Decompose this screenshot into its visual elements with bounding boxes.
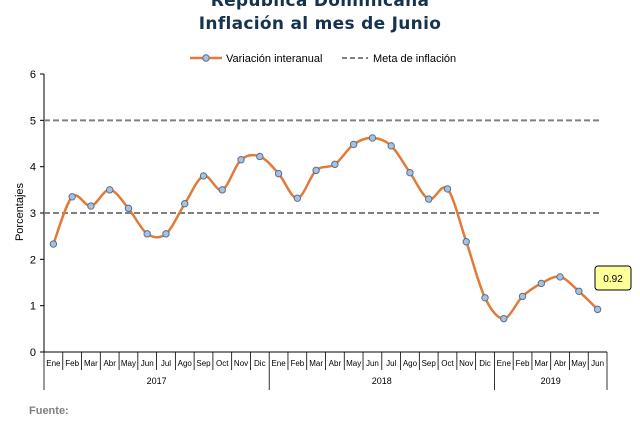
x-tick-label: Mar bbox=[534, 359, 548, 368]
legend-target-label: Meta de inflación bbox=[373, 53, 456, 65]
year-label: 2019 bbox=[541, 376, 561, 386]
source-label: Fuente: bbox=[29, 405, 69, 417]
data-point bbox=[124, 204, 133, 213]
y-tick-label: 0 bbox=[30, 347, 36, 359]
data-point bbox=[556, 273, 564, 281]
y-tick-label: 2 bbox=[30, 254, 36, 266]
data-point bbox=[462, 238, 470, 246]
year-label: 2018 bbox=[372, 376, 392, 386]
data-point bbox=[425, 195, 433, 203]
legend-series-label: Variación interanual bbox=[226, 53, 322, 65]
data-point bbox=[443, 185, 452, 193]
x-tick-label: Feb bbox=[290, 359, 304, 368]
data-point bbox=[500, 314, 508, 323]
legend: Variación interanual Meta de inflación bbox=[190, 53, 456, 65]
series-group bbox=[49, 134, 602, 323]
y-tick-label: 1 bbox=[30, 301, 36, 313]
y-axis: 0 1 2 3 4 5 6 bbox=[30, 69, 45, 359]
y-tick-label: 3 bbox=[30, 208, 36, 220]
data-point bbox=[237, 156, 245, 164]
x-tick-label: Sep bbox=[422, 359, 437, 368]
y-tick-label: 5 bbox=[30, 115, 36, 127]
data-point bbox=[105, 186, 114, 194]
x-tick-label: Jun bbox=[591, 359, 604, 368]
x-tick-label: Abr bbox=[329, 359, 342, 368]
data-point bbox=[575, 287, 583, 296]
legend-series-marker bbox=[202, 54, 210, 62]
series-line-variacion-interanual bbox=[52, 136, 599, 320]
data-point bbox=[406, 168, 414, 177]
data-point bbox=[87, 202, 95, 210]
data-point bbox=[331, 160, 339, 169]
x-tick-label: Ene bbox=[46, 359, 61, 368]
data-point bbox=[312, 166, 320, 175]
data-point bbox=[162, 230, 170, 238]
target-lines bbox=[44, 119, 599, 214]
year-label: 2017 bbox=[147, 376, 167, 386]
x-tick-label: Abr bbox=[554, 359, 567, 368]
x-tick-label: Jul bbox=[386, 359, 396, 368]
data-point bbox=[518, 292, 527, 301]
x-tick-label: Mar bbox=[84, 359, 98, 368]
y-tick-label: 4 bbox=[30, 162, 36, 174]
x-tick-label: Sep bbox=[196, 359, 211, 368]
data-point bbox=[368, 134, 377, 142]
data-point bbox=[481, 294, 489, 302]
x-tick-label: Nov bbox=[459, 359, 473, 368]
data-point bbox=[68, 193, 76, 201]
y-axis-title: Porcentajes bbox=[14, 182, 26, 241]
chart-title-country: República Dominicana bbox=[210, 0, 430, 11]
value-callout-label: 0.92 bbox=[603, 274, 623, 285]
x-tick-label: Ene bbox=[497, 359, 512, 368]
x-tick-label: Ene bbox=[271, 359, 286, 368]
data-point bbox=[218, 186, 226, 194]
x-tick-label: Feb bbox=[516, 359, 530, 368]
x-tick-label: Ago bbox=[178, 359, 193, 368]
x-tick-label: Abr bbox=[103, 359, 116, 368]
value-callout-box bbox=[594, 265, 632, 291]
x-tick-label: Feb bbox=[65, 359, 79, 368]
x-axis: Ene Feb Mar Abr May Jun Jul Ago Sep Oct Nov Dic Ene F… bbox=[43, 351, 608, 390]
x-tick-label: Dic bbox=[254, 359, 266, 368]
x-tick-label: Jun bbox=[141, 359, 154, 368]
x-tick-label: Oct bbox=[216, 359, 229, 368]
x-tick-label: Nov bbox=[234, 359, 248, 368]
x-tick-label: Jul bbox=[161, 359, 171, 368]
x-tick-label: May bbox=[121, 359, 136, 368]
annotations: 0.92 bbox=[594, 265, 632, 291]
x-tick-label: May bbox=[571, 359, 586, 368]
data-point bbox=[181, 200, 189, 208]
chart-title: Inflación al mes de Junio bbox=[198, 14, 442, 34]
data-point bbox=[349, 140, 358, 149]
data-point bbox=[293, 194, 302, 202]
x-tick-label: May bbox=[346, 359, 361, 368]
data-point bbox=[199, 172, 208, 180]
data-point bbox=[143, 230, 151, 238]
x-tick-label: Oct bbox=[441, 359, 454, 368]
data-point bbox=[593, 305, 602, 314]
data-point bbox=[256, 152, 264, 161]
data-point bbox=[537, 279, 546, 288]
x-tick-label: Dic bbox=[479, 359, 491, 368]
y-tick-label: 6 bbox=[30, 69, 36, 81]
x-tick-label: Mar bbox=[309, 359, 323, 368]
x-tick-label: Ago bbox=[403, 359, 418, 368]
x-tick-label: Jun bbox=[366, 359, 379, 368]
data-point bbox=[49, 240, 58, 248]
data-point bbox=[274, 169, 283, 178]
data-point bbox=[387, 142, 395, 150]
